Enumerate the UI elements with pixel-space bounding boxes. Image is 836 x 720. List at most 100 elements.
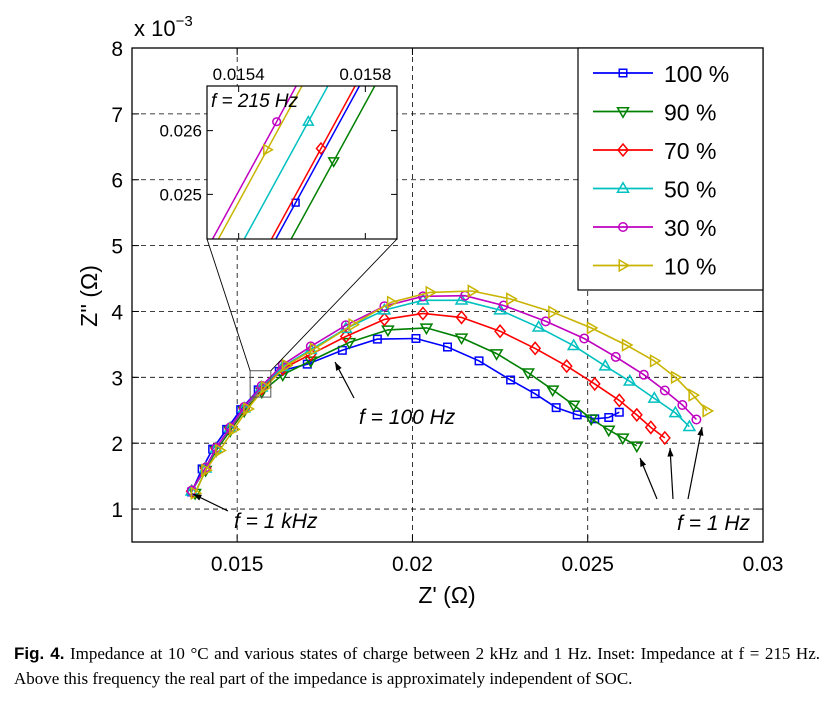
data-point bbox=[638, 369, 649, 380]
annotation-text: f = 100 Hz bbox=[359, 406, 456, 429]
annotation-arrow bbox=[192, 493, 229, 512]
data-point bbox=[379, 301, 390, 312]
data-point bbox=[584, 414, 599, 427]
data-point bbox=[474, 356, 484, 366]
data-point bbox=[668, 405, 683, 418]
legend-marker bbox=[616, 181, 630, 193]
annotation-arrow bbox=[639, 457, 658, 500]
legend-label: 50 % bbox=[664, 177, 716, 203]
legend-marker bbox=[617, 142, 629, 158]
data-point bbox=[416, 306, 429, 321]
data-point bbox=[586, 321, 599, 335]
data-point bbox=[540, 316, 551, 327]
figure-caption: Fig. 4. Impedance at 10 °C and various s… bbox=[14, 641, 820, 691]
zoom-box bbox=[249, 370, 272, 398]
data-point bbox=[545, 385, 560, 398]
data-point bbox=[548, 305, 560, 319]
inset-series-line bbox=[243, 86, 329, 239]
inset-background bbox=[207, 86, 397, 239]
data-point bbox=[243, 402, 255, 416]
data-point bbox=[688, 388, 701, 402]
data-point bbox=[229, 422, 241, 437]
data-point bbox=[443, 342, 452, 352]
data-point bbox=[339, 329, 352, 344]
inset-series-line bbox=[211, 86, 298, 239]
data-point bbox=[682, 419, 697, 432]
legend-label: 90 % bbox=[664, 100, 716, 126]
caption-text: Impedance at 10 °C and various states of… bbox=[14, 644, 821, 688]
data-point bbox=[498, 300, 509, 311]
annotation-arrow bbox=[667, 447, 674, 500]
data-point bbox=[604, 413, 614, 423]
data-point bbox=[372, 334, 382, 344]
y-tick-label: 4 bbox=[111, 301, 123, 324]
data-point bbox=[454, 333, 469, 346]
data-point bbox=[566, 400, 581, 413]
series-line bbox=[190, 294, 697, 492]
series-line bbox=[194, 290, 708, 494]
legend-item-70: 70 % bbox=[593, 138, 716, 164]
series-line bbox=[190, 299, 690, 492]
inset-data-point bbox=[327, 157, 340, 168]
legend-item-30: 30 % bbox=[593, 215, 716, 241]
inset-data-point bbox=[302, 115, 315, 126]
data-point bbox=[506, 292, 518, 306]
data-point bbox=[551, 403, 561, 413]
annotation-text: f = 1 kHz bbox=[234, 510, 318, 533]
data-point bbox=[630, 407, 643, 423]
inset-y-label-bg bbox=[138, 181, 204, 202]
data-point bbox=[411, 333, 421, 343]
data-point bbox=[215, 443, 227, 458]
data-point bbox=[378, 312, 391, 327]
y-tick-label: 8 bbox=[111, 38, 123, 61]
plot-frame bbox=[131, 47, 764, 543]
annotation-arrow bbox=[687, 426, 704, 500]
annotation-text: f = 1 Hz bbox=[677, 512, 750, 535]
inset-data-point bbox=[291, 198, 300, 207]
data-point bbox=[658, 430, 671, 446]
legend-label: 30 % bbox=[664, 215, 716, 241]
data-point bbox=[566, 338, 581, 351]
inset-series-line bbox=[270, 86, 356, 239]
data-point bbox=[201, 463, 213, 478]
legend-item-50: 50 % bbox=[593, 177, 716, 203]
legend-marker bbox=[616, 107, 630, 119]
data-point bbox=[702, 404, 715, 418]
data-point bbox=[417, 291, 428, 302]
inset-series-100 bbox=[274, 86, 361, 239]
legend-marker bbox=[618, 258, 631, 273]
data-point bbox=[670, 370, 683, 385]
inset-x-tick-label: 0.0158 bbox=[339, 65, 391, 84]
series-layer bbox=[184, 284, 715, 501]
inset-series-90 bbox=[290, 86, 376, 239]
inset-series-layer bbox=[211, 86, 376, 239]
data-point bbox=[614, 407, 624, 417]
inset-title: f = 215 Hz bbox=[211, 91, 299, 112]
inset-series-70 bbox=[270, 86, 356, 239]
axes: 0.015 0.02 0.025 0.03 1 2 3 4 5 6 7 8 bbox=[111, 38, 783, 576]
data-point bbox=[425, 285, 438, 300]
data-point bbox=[560, 358, 573, 374]
data-point bbox=[588, 376, 601, 392]
legend-label: 70 % bbox=[664, 138, 716, 164]
inset-data-point bbox=[315, 141, 327, 156]
data-point bbox=[530, 389, 540, 399]
data-point bbox=[629, 441, 644, 454]
data-point bbox=[455, 310, 468, 325]
data-point bbox=[572, 410, 582, 420]
data-point bbox=[691, 414, 702, 425]
legend-marker bbox=[618, 68, 628, 78]
legend-item-10: 10 % bbox=[593, 254, 716, 280]
axis-labels: Z' (Ω) Z'' (Ω) x 10−3 bbox=[76, 13, 476, 608]
inset-series-30 bbox=[211, 86, 298, 239]
zoom-connector bbox=[206, 238, 251, 371]
data-point bbox=[649, 354, 662, 368]
zoom-connector bbox=[270, 238, 398, 372]
data-point bbox=[531, 320, 546, 332]
data-point bbox=[309, 342, 322, 356]
legend-label: 100 % bbox=[664, 61, 729, 87]
legend-item-90: 90 % bbox=[593, 100, 716, 126]
data-point bbox=[381, 325, 395, 338]
inset-series-line bbox=[217, 86, 303, 239]
